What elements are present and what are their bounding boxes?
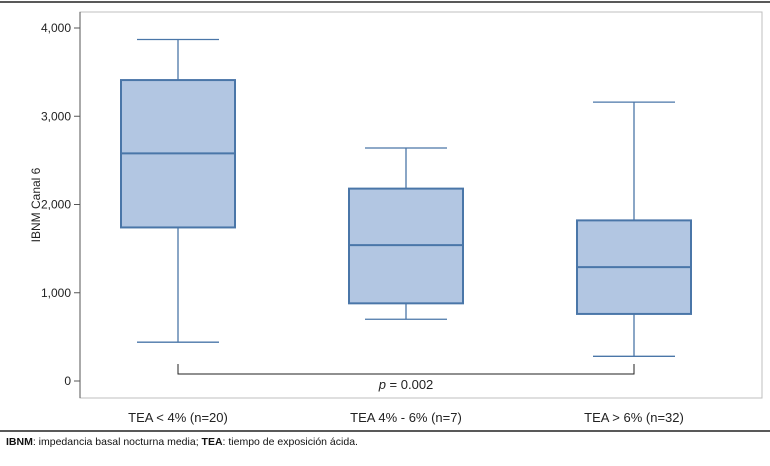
significance-bracket: p = 0.002	[177, 364, 635, 392]
x-axis-labels: TEA < 4% (n=20) TEA 4% - 6% (n=7) TEA > 6%…	[128, 410, 684, 425]
footnote-term-ibnm: IBNM	[6, 436, 33, 448]
p-value-text: = 0.002	[386, 377, 433, 392]
category-label: TEA < 4% (n=20)	[128, 410, 228, 425]
box-group	[576, 101, 692, 357]
p-symbol: p	[378, 377, 386, 392]
box-series	[120, 38, 692, 357]
category-label: TEA 4% - 6% (n=7)	[350, 410, 462, 425]
footnote: IBNM: impedancia basal nocturna media; T…	[6, 436, 358, 448]
box-group	[348, 147, 464, 320]
category-label: TEA > 6% (n=32)	[584, 410, 684, 425]
footnote-term-tea: TEA	[201, 436, 223, 448]
footnote-def-ibnm: : impedancia basal nocturna media;	[32, 436, 202, 448]
y-axis: 0 1,000 2,000 3,000 4,000	[41, 12, 81, 398]
y-tick-label: 0	[64, 374, 71, 388]
box-group	[120, 38, 236, 343]
p-value-annotation: p = 0.002	[378, 377, 434, 392]
y-axis-label: IBNM Canal 6	[29, 167, 43, 242]
bracket-line	[177, 364, 635, 375]
footnote-def-tea: : tiempo de exposición ácida.	[222, 436, 358, 448]
y-tick-label: 1,000	[41, 286, 71, 300]
y-tick-label: 4,000	[41, 21, 71, 35]
y-tick-label: 2,000	[41, 198, 71, 212]
y-tick-label: 3,000	[41, 109, 71, 123]
